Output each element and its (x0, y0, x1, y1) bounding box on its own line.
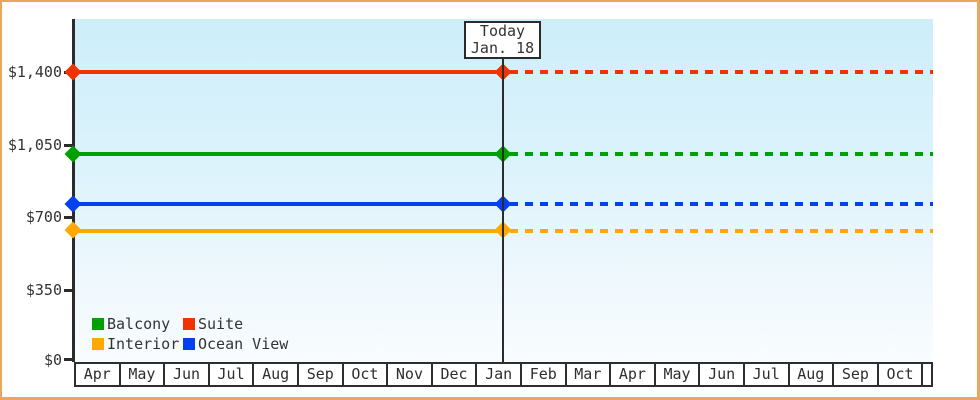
month-cell: Jun (163, 362, 208, 387)
month-cell: Apr (609, 362, 654, 387)
y-tick (64, 216, 73, 219)
suite-line-dashed-forecast (510, 70, 933, 74)
month-cell: Mar (564, 362, 610, 387)
balcony-legend-swatch (92, 318, 104, 330)
suite-legend-swatch (183, 318, 195, 330)
month-cell: Aug (787, 362, 833, 387)
month-cell-partial (921, 362, 933, 387)
month-cell: May (653, 362, 699, 387)
suite-legend-label: Suite (198, 315, 244, 333)
y-tick (64, 144, 73, 147)
y-tick-label: $1,050 (7, 136, 62, 154)
ocean-view-legend-swatch (183, 338, 195, 350)
interior-line-solid (74, 229, 503, 233)
y-tick-label: $0 (43, 351, 62, 369)
y-tick (64, 358, 73, 361)
today-vertical-line (502, 59, 504, 362)
ocean-view-line-solid (74, 202, 503, 206)
ocean-view-line-dashed-forecast (510, 202, 933, 206)
interior-line-dashed-forecast (510, 229, 933, 233)
suite-line-solid (74, 70, 503, 74)
month-cell: Dec (430, 362, 476, 387)
today-label-box: Today Jan. 18 (464, 21, 541, 59)
y-axis-line (72, 19, 75, 362)
balcony-line-dashed-forecast (510, 152, 933, 156)
month-cell: Oct (341, 362, 387, 387)
balcony-line-solid (74, 152, 503, 156)
month-cell: Aug (252, 362, 297, 387)
today-date-label: Jan. 18 (470, 39, 535, 57)
interior-legend-swatch (92, 338, 104, 350)
month-cell: Sep (832, 362, 877, 387)
month-cell: Apr (74, 362, 119, 387)
x-axis-month-row: Apr May Jun Jul Aug Sep Oct Nov Dec Jan … (74, 362, 933, 387)
month-cell: Nov (386, 362, 431, 387)
today-label: Today (479, 22, 526, 40)
month-cell: May (118, 362, 164, 387)
ocean-view-legend-label: Ocean View (198, 335, 289, 353)
month-cell: Jul (207, 362, 253, 387)
month-cell-today: Jan (475, 362, 520, 387)
month-cell: Feb (519, 362, 565, 387)
month-cell: Oct (876, 362, 922, 387)
month-cell: Sep (296, 362, 342, 387)
y-tick (64, 288, 73, 292)
balcony-legend-label: Balcony (107, 315, 171, 333)
y-tick-label: $350 (25, 281, 62, 299)
y-tick-label: $1,400 (7, 63, 62, 81)
month-cell: Jun (698, 362, 743, 387)
month-cell: Jul (742, 362, 788, 387)
y-tick-label: $700 (25, 208, 62, 226)
interior-legend-label: Interior (107, 335, 180, 353)
